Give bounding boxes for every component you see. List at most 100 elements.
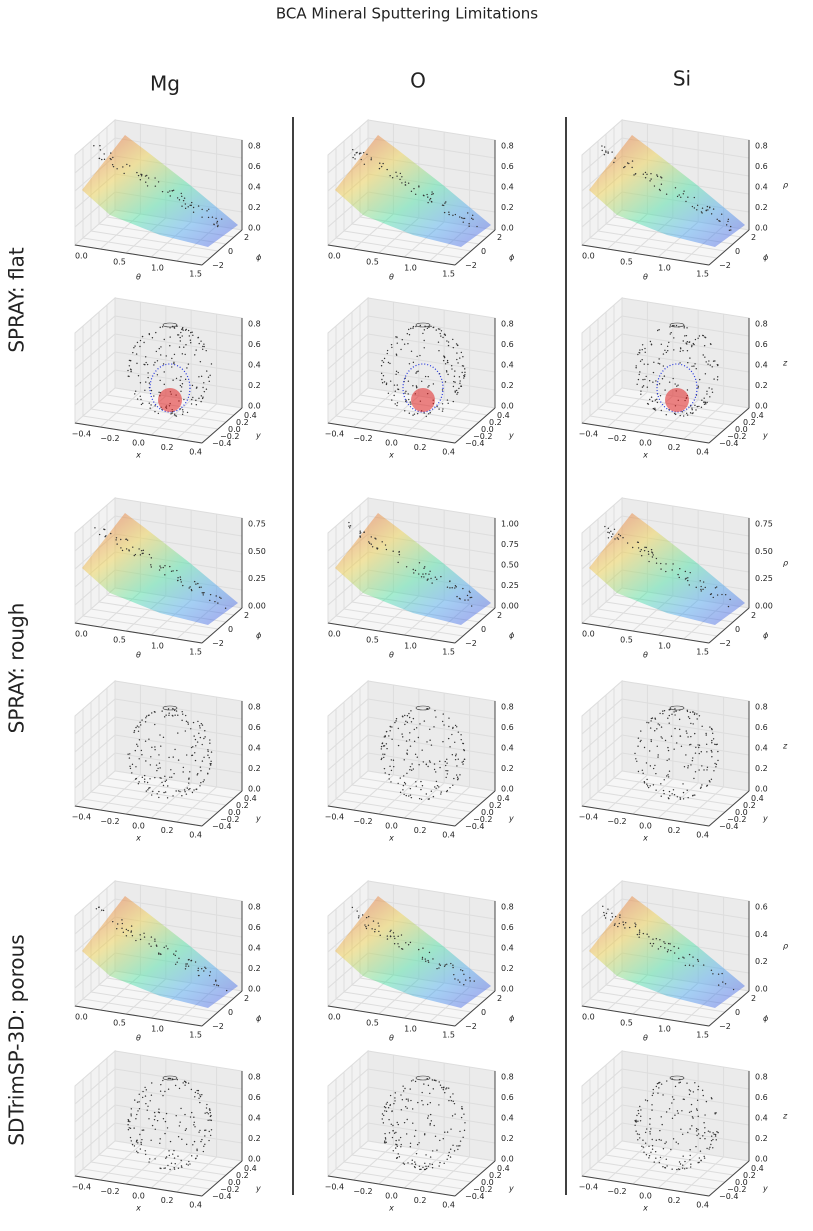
sphere-point xyxy=(163,338,165,341)
sphere-point xyxy=(689,711,691,714)
surface-point xyxy=(354,154,356,156)
surface-point xyxy=(642,932,645,935)
surface-point xyxy=(724,594,727,596)
sphere-point xyxy=(190,331,192,334)
sphere-point xyxy=(421,749,423,751)
sphere-point xyxy=(177,790,180,792)
sphere-point xyxy=(437,328,440,330)
sphere-point xyxy=(447,737,450,740)
z-tick-label: 0.8 xyxy=(248,142,261,151)
sphere-point xyxy=(414,1161,416,1163)
sphere-point xyxy=(208,1139,210,1142)
sphere-point xyxy=(172,707,174,710)
sphere-point xyxy=(654,399,657,401)
surface-point xyxy=(115,537,118,539)
axis xyxy=(454,407,496,444)
grid-line xyxy=(367,137,496,159)
surface-point xyxy=(423,576,425,578)
sphere-point xyxy=(646,783,648,785)
sphere-point xyxy=(409,732,411,734)
surface-point xyxy=(431,582,433,584)
sphere-point xyxy=(384,1110,386,1112)
x-tick-label: 0.0 xyxy=(385,1192,398,1201)
sphere-point xyxy=(639,1137,641,1139)
sphere-point xyxy=(648,1145,650,1147)
z-tick-label: 0.2 xyxy=(248,203,261,212)
sphere-point xyxy=(715,763,718,766)
surface-point xyxy=(450,962,452,965)
sphere-point xyxy=(439,766,441,769)
sphere-point xyxy=(404,1106,407,1108)
sphere-point xyxy=(435,716,437,718)
sphere-point xyxy=(139,395,141,398)
sphere-point xyxy=(642,1139,644,1141)
surface-point xyxy=(385,548,388,551)
sphere-point xyxy=(456,776,459,778)
sphere-point xyxy=(177,1136,180,1138)
x-axis-label: θ xyxy=(389,273,394,282)
surface-point xyxy=(653,185,656,187)
sphere-point xyxy=(421,1100,423,1102)
sphere-point xyxy=(710,343,712,346)
sphere-point xyxy=(140,724,142,726)
surface-point xyxy=(409,941,412,944)
sphere-point xyxy=(668,1108,671,1110)
sphere-point xyxy=(144,740,147,742)
y-tick-label: 0.4 xyxy=(751,794,764,803)
sphere-point xyxy=(667,776,670,778)
y-tick-label: 0.0 xyxy=(735,1178,748,1187)
grid-line xyxy=(327,1086,369,1123)
z-tick-label: 0.4 xyxy=(501,744,514,753)
sphere-point xyxy=(427,708,429,710)
sphere-point xyxy=(147,376,149,379)
z-tick-label: 1.00 xyxy=(501,520,519,529)
grid-line xyxy=(327,515,369,552)
surface-point xyxy=(185,965,187,967)
x-axis-label: θ xyxy=(389,1034,394,1043)
x-axis-label: θ xyxy=(643,273,648,282)
sphere-point xyxy=(462,760,465,763)
y-tick-label: 0.0 xyxy=(481,808,494,817)
sphere-point xyxy=(649,1133,651,1135)
sphere-point xyxy=(649,727,652,729)
sphere-point xyxy=(381,757,383,760)
sphere-point xyxy=(449,1148,452,1150)
sphere-point xyxy=(193,1124,195,1126)
grid-line xyxy=(327,1104,369,1141)
sphere-point xyxy=(424,375,427,378)
sphere-point xyxy=(685,730,687,732)
sphere-point xyxy=(438,350,440,352)
x-tick-label: 0.0 xyxy=(132,822,145,831)
sphere-point xyxy=(662,712,664,715)
sphere-point xyxy=(160,1083,162,1086)
surface-point xyxy=(99,149,102,151)
sphere-point xyxy=(409,768,411,771)
z-tick-label: 0.2 xyxy=(248,381,261,390)
surface-point xyxy=(207,216,210,219)
sphere-point xyxy=(679,735,682,737)
sphere-point xyxy=(203,345,205,348)
surface-point xyxy=(367,924,370,927)
sphere-point xyxy=(404,1087,406,1090)
surface-point xyxy=(444,202,446,204)
surface-point xyxy=(164,564,166,567)
sphere-point xyxy=(428,385,430,387)
sphere-point xyxy=(698,752,700,755)
grid-line xyxy=(150,399,192,436)
x-tick-label: 1.0 xyxy=(151,264,164,273)
sphere-point xyxy=(674,383,676,385)
x-tick-label: 0.4 xyxy=(696,448,709,457)
x-tick-label: −0.4 xyxy=(579,1183,598,1192)
surface-point xyxy=(688,964,691,966)
grid-line xyxy=(90,1161,219,1183)
sphere-point xyxy=(429,1113,432,1116)
surface-point xyxy=(684,570,687,573)
sphere-point xyxy=(451,368,453,370)
sphere-point xyxy=(457,731,460,733)
sphere-point xyxy=(189,1163,191,1165)
sphere-point xyxy=(705,361,707,363)
sphere-point xyxy=(686,350,689,352)
sphere-point xyxy=(710,1097,713,1099)
x-tick-label: −0.2 xyxy=(353,1187,372,1196)
axis xyxy=(581,422,710,444)
